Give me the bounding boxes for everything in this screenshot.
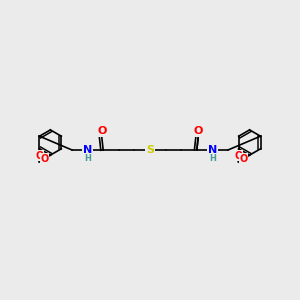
Text: N: N bbox=[83, 145, 92, 155]
Text: H: H bbox=[84, 154, 91, 163]
Text: S: S bbox=[146, 145, 154, 155]
Text: N: N bbox=[208, 145, 217, 155]
Text: O: O bbox=[234, 151, 243, 161]
Text: H: H bbox=[209, 154, 216, 163]
Text: O: O bbox=[40, 154, 48, 164]
Text: O: O bbox=[35, 151, 44, 161]
Text: O: O bbox=[97, 126, 106, 136]
Text: O: O bbox=[194, 126, 203, 136]
Text: O: O bbox=[239, 154, 247, 164]
